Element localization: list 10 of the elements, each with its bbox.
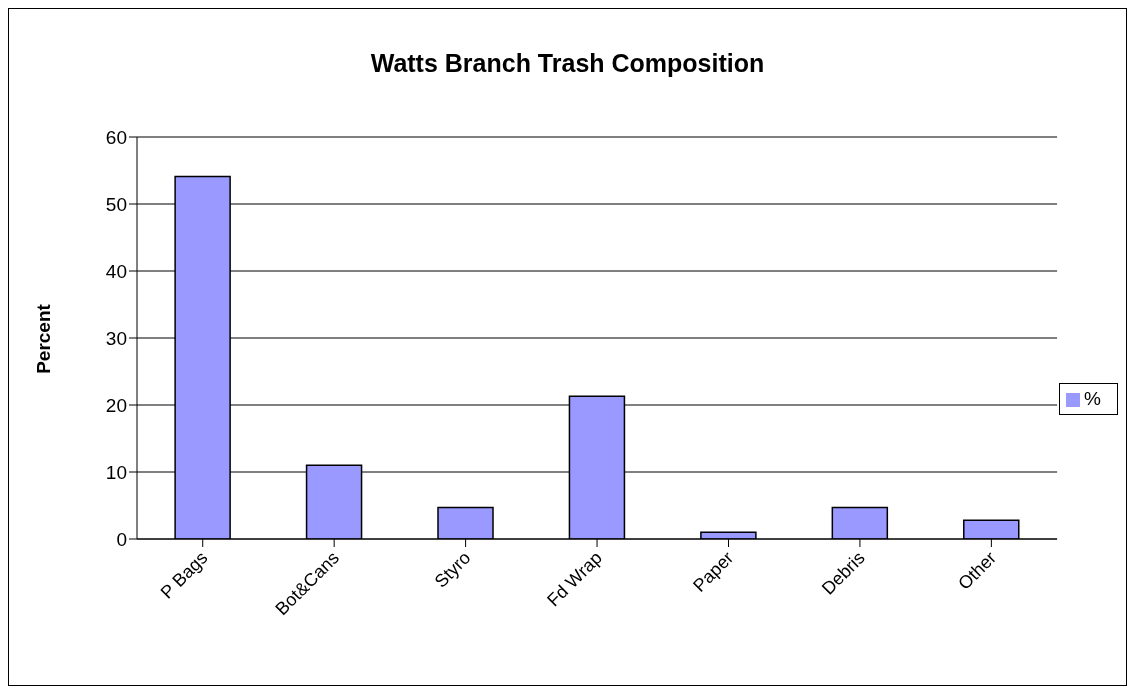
y-tick-label: 0 [116, 528, 127, 550]
y-tick-label: 60 [105, 126, 127, 148]
y-tick-label: 10 [105, 461, 127, 483]
y-tick-label: 50 [105, 193, 127, 215]
legend-label: % [1084, 388, 1101, 409]
y-tick-label: 20 [105, 394, 127, 416]
y-axis-title: Percent [33, 304, 55, 374]
y-tick-label: 30 [105, 327, 127, 349]
chart-title: Watts Branch Trash Composition [369, 49, 766, 78]
y-tick-label: 40 [105, 260, 127, 282]
